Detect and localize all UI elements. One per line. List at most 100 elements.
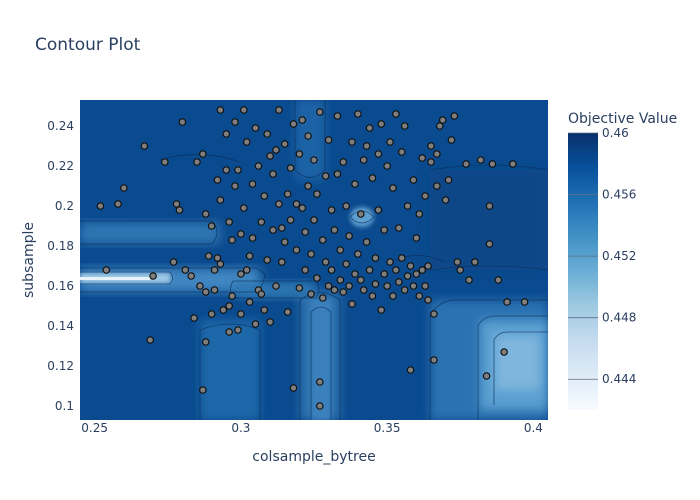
x-tick-label: 0.35 (374, 421, 401, 435)
trial-point (324, 282, 333, 290)
trial-point (196, 282, 204, 290)
colorbar-tick-label: 0.448 (602, 311, 636, 325)
trial-point (313, 190, 321, 198)
chart-title: Contour Plot (35, 35, 141, 55)
trial-point (400, 122, 409, 130)
trial-point (424, 296, 432, 304)
trial-point (201, 210, 210, 218)
trial-point (316, 402, 324, 410)
trial-point (359, 286, 368, 294)
contour-band-vertical-core (311, 300, 331, 420)
trial-point (216, 260, 225, 268)
trial-point (213, 176, 222, 184)
trial-point (310, 156, 318, 164)
trial-point (348, 138, 356, 146)
trial-point (283, 190, 292, 198)
trial-point (234, 326, 242, 334)
trial-point (395, 278, 403, 286)
trial-point (321, 172, 330, 180)
trial-point (199, 150, 207, 158)
trial-point (453, 258, 462, 266)
trial-point (365, 124, 374, 132)
colorbar-tick-label: 0.46 (602, 126, 629, 140)
trial-point (368, 292, 377, 300)
trial-point (295, 150, 304, 158)
trial-point (342, 202, 350, 210)
trial-point (316, 108, 324, 116)
colorbar-scale (568, 133, 598, 410)
trial-point (201, 288, 210, 296)
trial-point (260, 192, 269, 200)
trial-point (219, 306, 228, 314)
trial-point (412, 270, 421, 278)
trial-point (482, 372, 491, 380)
trial-point (476, 156, 485, 164)
trial-point (371, 254, 380, 262)
contour-lines (80, 100, 548, 420)
trial-point (418, 154, 427, 162)
trial-point (228, 292, 236, 300)
trial-point (441, 196, 450, 204)
trial-point (321, 258, 330, 266)
trial-point (286, 164, 295, 172)
trial-point (257, 218, 266, 226)
trial-point (207, 310, 216, 318)
trial-point (278, 258, 286, 266)
trial-point (421, 192, 429, 200)
trial-point (406, 366, 415, 374)
trial-point (392, 266, 400, 274)
trial-point (260, 306, 269, 314)
trial-point (447, 136, 456, 144)
trial-point (389, 184, 397, 192)
trial-point (304, 132, 312, 140)
trial-point (272, 146, 280, 154)
trial-point (397, 148, 406, 156)
trial-point (471, 258, 479, 266)
trial-point (362, 142, 371, 150)
trial-point (368, 174, 377, 182)
trial-point (204, 252, 213, 260)
trial-point (251, 124, 260, 132)
trial-point (418, 266, 427, 274)
trial-point (307, 250, 315, 258)
trial-point (181, 266, 190, 274)
trial-point (356, 210, 365, 218)
trial-point (324, 136, 333, 144)
trial-point (415, 292, 424, 300)
trial-point (520, 298, 529, 306)
trial-point (403, 202, 412, 210)
trial-point (427, 158, 435, 166)
trial-point (424, 262, 432, 270)
trial-point (292, 200, 301, 208)
trial-point (383, 282, 391, 290)
trial-point (140, 142, 149, 150)
trial-point (412, 234, 421, 242)
trial-point (269, 170, 277, 178)
trial-point (278, 224, 286, 232)
trial-point (193, 158, 201, 166)
trial-point (362, 238, 371, 246)
trial-point (216, 196, 225, 204)
trial-point (354, 110, 362, 118)
trial-point (222, 166, 231, 174)
trial-point (237, 270, 245, 278)
trial-point (409, 282, 418, 290)
trial-point (216, 106, 225, 114)
contour-band-center (235, 282, 315, 298)
trial-point (187, 272, 195, 280)
trial-point (251, 320, 260, 328)
trial-point (444, 176, 453, 184)
colorbar-ticks: 0.444 0.448 0.452 0.456 0.46 (568, 126, 636, 386)
trial-point (149, 272, 157, 280)
trial-point (289, 384, 298, 392)
x-axis: 0.25 0.3 0.35 0.4 (81, 421, 543, 435)
trial-point (330, 286, 339, 294)
trial-point (380, 270, 389, 278)
trial-point (462, 160, 470, 168)
y-axis: 0.1 0.12 0.14 0.16 0.18 0.2 0.22 0.24 (47, 119, 74, 413)
colorbar[interactable]: Objective Value 0.444 0.448 0.452 0.456 0.46 (568, 111, 677, 410)
trial-point (342, 260, 350, 268)
trial-point (161, 158, 169, 166)
plot-area[interactable] (80, 100, 548, 420)
